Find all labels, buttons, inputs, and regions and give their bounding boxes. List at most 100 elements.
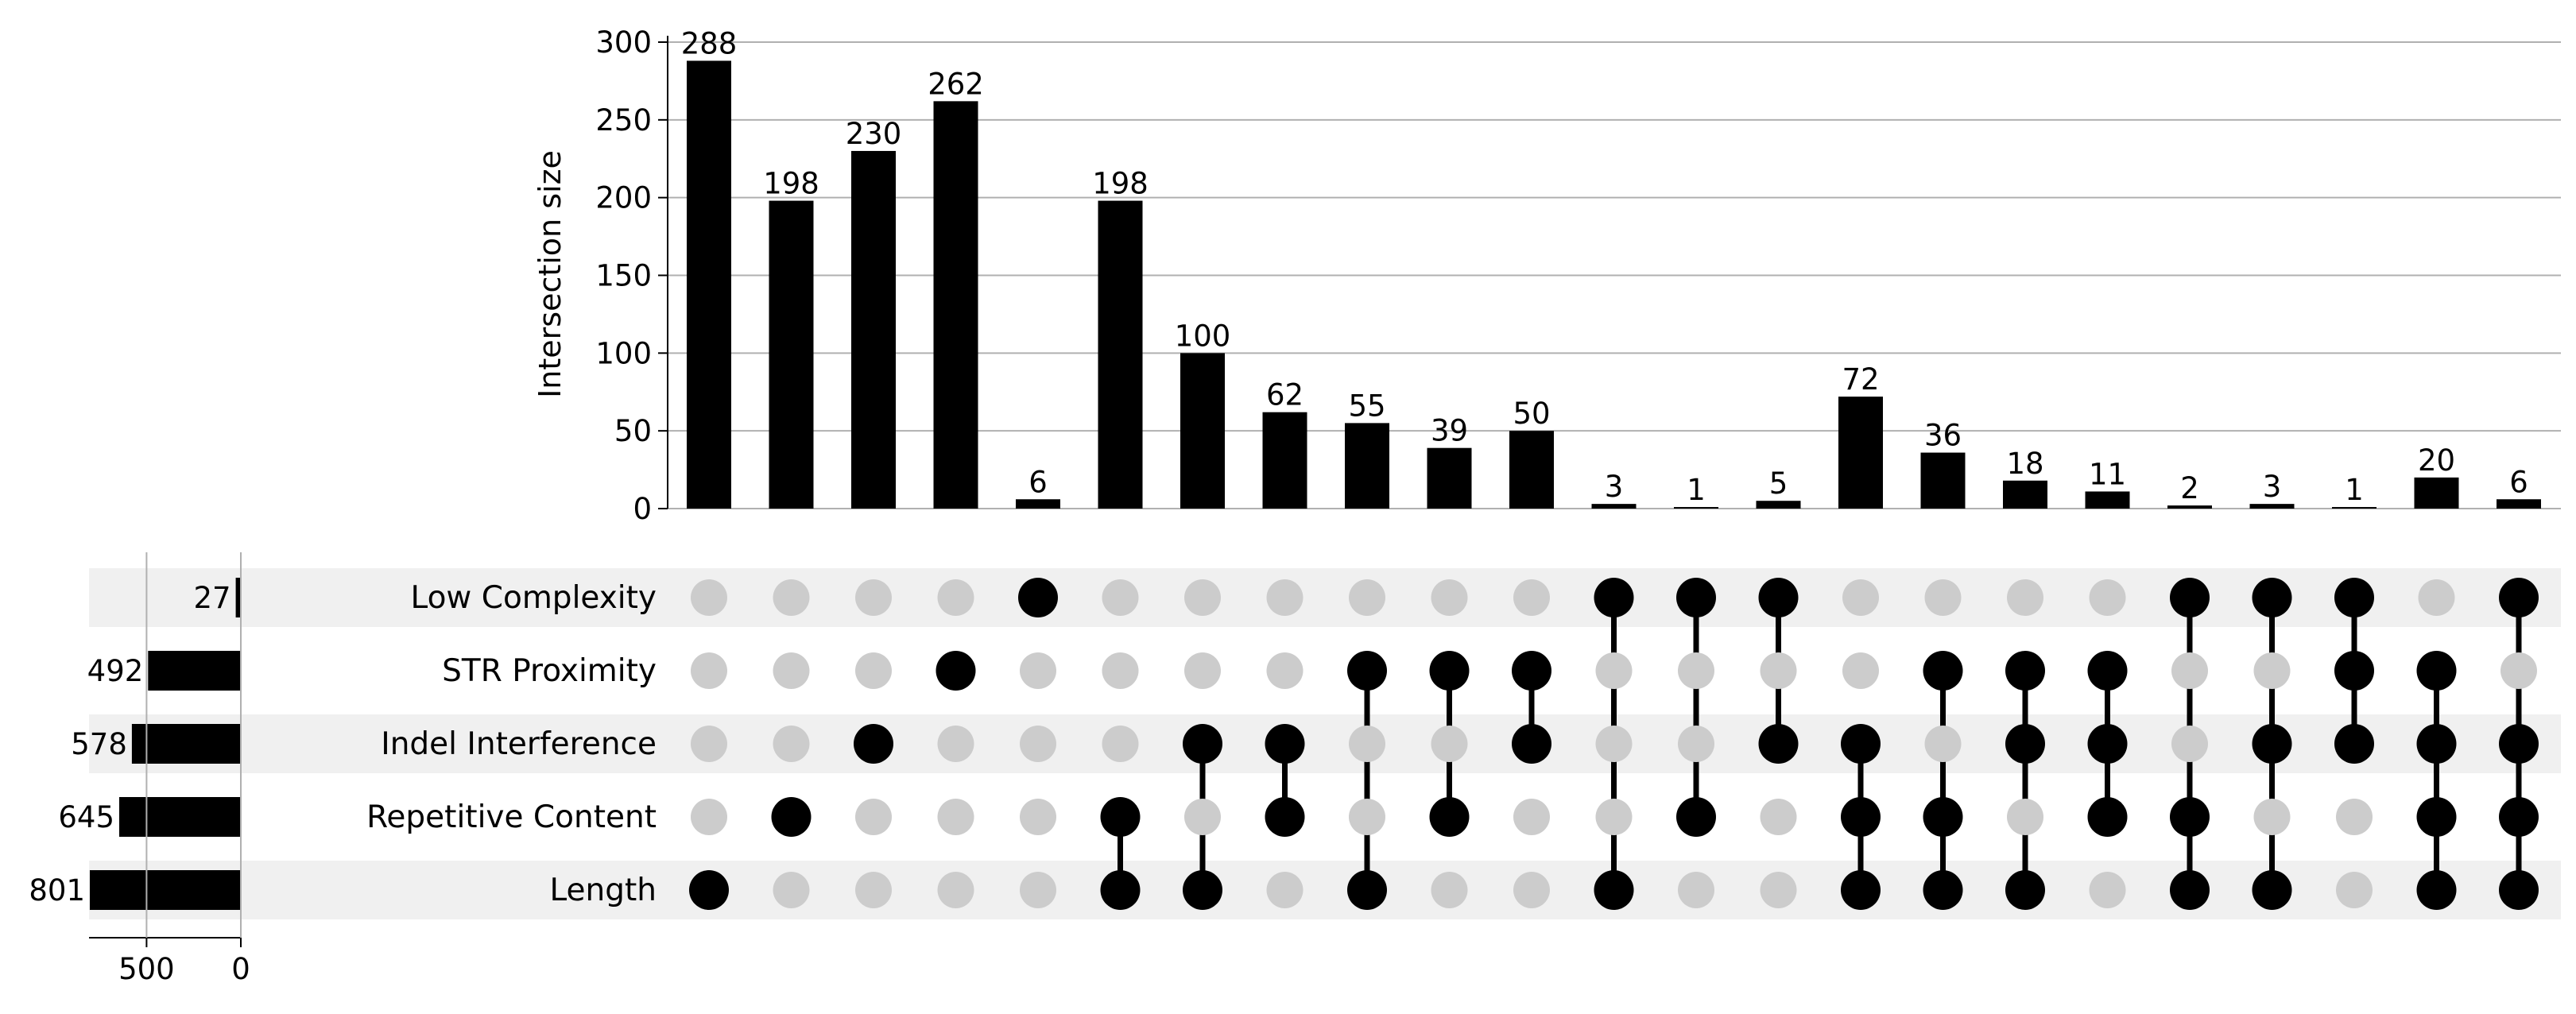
set-size-axis: 500 0 (89, 552, 250, 986)
set-size-bar (119, 797, 241, 837)
intersection-bar (2167, 505, 2212, 509)
membership-dot-active (689, 870, 729, 910)
membership-dot-active (2252, 870, 2292, 910)
membership-dot-active (1347, 870, 1387, 910)
y-tick-label: 50 (614, 414, 652, 448)
intersection-bar-label: 3 (2263, 470, 2282, 504)
intersection-bar-label: 6 (2509, 465, 2528, 499)
membership-dot-active (1923, 797, 1963, 837)
membership-dot-active (2499, 724, 2539, 764)
membership-dot-inactive (691, 579, 727, 616)
set-name-label: STR Proximity (442, 653, 657, 689)
membership-dot-inactive (1842, 579, 1879, 616)
membership-dot-inactive (773, 726, 810, 762)
set-name-labels: Low Complexity STR Proximity Indel Interfe… (366, 580, 657, 908)
membership-dot-inactive (855, 652, 892, 689)
membership-dot-active (2087, 651, 2128, 691)
membership-dot-inactive (1184, 579, 1221, 616)
intersection-bar (1016, 499, 1060, 509)
membership-dot-inactive (855, 872, 892, 908)
membership-dot-active (2499, 870, 2539, 910)
membership-dot-active (1923, 870, 1963, 910)
membership-dot-inactive (937, 872, 974, 908)
membership-dot-active (1841, 870, 1881, 910)
intersection-bar (687, 60, 731, 509)
intersection-bar-label: 36 (1924, 419, 1962, 453)
membership-dot-inactive (1842, 652, 1879, 689)
membership-matrix (689, 578, 2539, 910)
intersection-bar (1509, 431, 1554, 509)
membership-dot-inactive (1102, 726, 1139, 762)
membership-dot-inactive (1266, 872, 1303, 908)
membership-dot-inactive (1678, 872, 1714, 908)
intersection-bar-label: 1 (2345, 473, 2364, 507)
intersection-bar-label: 198 (1092, 167, 1149, 201)
membership-dot-inactive (937, 726, 974, 762)
set-size-label: 578 (71, 727, 127, 761)
membership-dot-active (1676, 797, 1716, 837)
membership-dot-inactive (1349, 726, 1385, 762)
set-name-label: Low Complexity (411, 580, 657, 616)
membership-dot-active (1429, 797, 1470, 837)
intersection-gridlines (668, 41, 2561, 509)
membership-dot-active (1183, 724, 1222, 764)
y-axis-title: Intersection size (533, 150, 567, 398)
membership-dot-active (2499, 797, 2539, 837)
intersection-bar-label: 3 (1605, 470, 1624, 504)
intersection-bar (1838, 397, 1883, 509)
intersection-bar-label: 39 (1431, 414, 1468, 448)
membership-dot-inactive (1678, 652, 1714, 689)
membership-dot-active (2087, 724, 2128, 764)
membership-dot-active (2416, 724, 2457, 764)
membership-dot-inactive (1760, 872, 1797, 908)
intersection-bar-label: 198 (763, 167, 819, 201)
membership-dot-inactive (1678, 726, 1714, 762)
intersection-bar (2085, 491, 2130, 509)
intersection-bar-label: 6 (1028, 465, 1048, 499)
intersection-bars (687, 60, 2541, 509)
membership-dot-inactive (2089, 579, 2126, 616)
membership-dot-inactive (1349, 799, 1385, 835)
set-size-bar (235, 578, 241, 617)
intersection-bar-label: 262 (928, 67, 984, 101)
intersection-y-axis: 0 50 100 150 200 250 300 (595, 25, 668, 526)
membership-dot-active (1265, 797, 1305, 837)
membership-dot-inactive (691, 799, 727, 835)
membership-dot-inactive (855, 579, 892, 616)
membership-dot-active (2499, 578, 2539, 617)
membership-dot-active (1100, 797, 1141, 837)
membership-dot-active (2252, 724, 2292, 764)
intersection-bar (1180, 353, 1225, 509)
membership-dot-inactive (855, 799, 892, 835)
matrix-row-stripes (89, 568, 2561, 919)
membership-dot-inactive (691, 726, 727, 762)
membership-dot-inactive (2089, 872, 2126, 908)
intersection-bar-label: 72 (1842, 362, 1879, 397)
intersection-bar (1674, 507, 1718, 509)
set-name-label: Repetitive Content (366, 799, 657, 835)
membership-dot-inactive (1513, 799, 1550, 835)
membership-dot-inactive (2418, 579, 2455, 616)
intersection-bar-label: 62 (1266, 378, 1303, 412)
intersection-bar-label: 11 (2089, 457, 2126, 491)
intersection-bar (851, 150, 896, 509)
intersection-bar (1098, 200, 1143, 509)
membership-dot-inactive (1760, 799, 1797, 835)
membership-dot-active (2416, 651, 2457, 691)
membership-dot-active (854, 724, 893, 764)
row-stripe (89, 861, 2561, 919)
membership-dot-inactive (1595, 652, 1633, 689)
set-name-label: Indel Interference (381, 726, 657, 762)
membership-dot-active (2005, 724, 2045, 764)
membership-dot-inactive (1266, 652, 1303, 689)
membership-dot-inactive (1431, 726, 1468, 762)
membership-dot-inactive (1760, 652, 1797, 689)
membership-dot-inactive (1266, 579, 1303, 616)
intersection-bar (1756, 501, 1801, 509)
membership-dot-inactive (1102, 579, 1139, 616)
intersection-bar-label: 18 (2006, 447, 2043, 481)
set-size-tick-label: 500 (118, 952, 175, 986)
intersection-bar-label: 50 (1513, 397, 1550, 431)
membership-dot-inactive (1924, 726, 1962, 762)
